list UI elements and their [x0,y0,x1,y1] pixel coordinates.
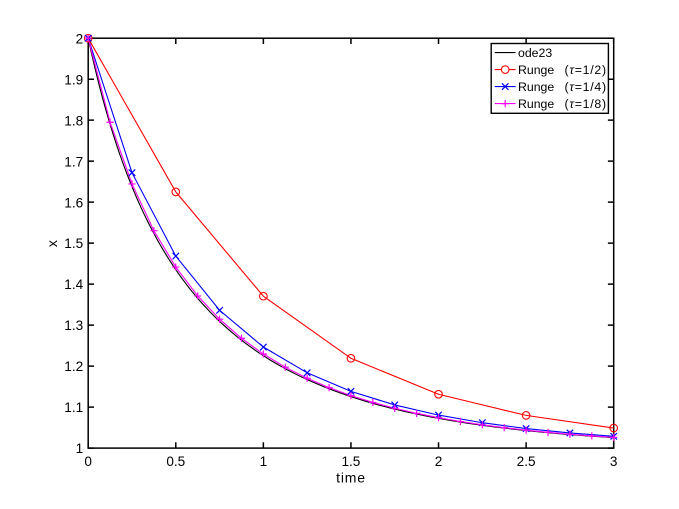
svg-text:1.3: 1.3 [64,318,83,333]
svg-text:1.5: 1.5 [64,236,83,251]
svg-text:1: 1 [260,454,268,469]
svg-text:time: time [336,470,366,486]
svg-text:1: 1 [76,441,84,456]
svg-text:1.9: 1.9 [64,72,83,87]
svg-text:1.4: 1.4 [64,277,83,292]
svg-text:Runge (τ=1/8): Runge (τ=1/8) [518,97,607,111]
svg-text:0.5: 0.5 [166,454,185,469]
svg-text:2.5: 2.5 [517,454,536,469]
svg-text:Runge (τ=1/4): Runge (τ=1/4) [518,80,607,94]
svg-text:1.6: 1.6 [64,195,83,210]
svg-text:ode23: ode23 [518,46,552,60]
svg-text:1.5: 1.5 [341,454,360,469]
svg-text:1.8: 1.8 [64,113,83,128]
svg-text:1.2: 1.2 [64,359,83,374]
svg-text:3: 3 [610,454,618,469]
svg-text:2: 2 [76,31,84,46]
svg-text:2: 2 [435,454,443,469]
svg-text:x: x [44,240,60,247]
svg-text:1.7: 1.7 [64,154,83,169]
svg-text:0: 0 [84,454,92,469]
svg-text:Runge (τ=1/2): Runge (τ=1/2) [518,63,607,77]
svg-text:1.1: 1.1 [64,400,83,415]
